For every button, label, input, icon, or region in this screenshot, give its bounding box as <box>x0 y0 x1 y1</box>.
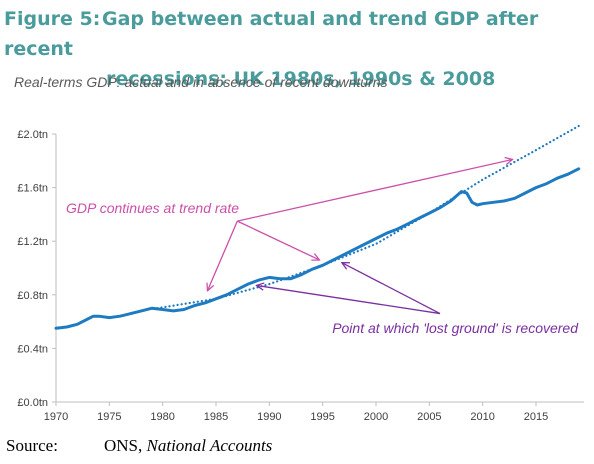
series-layer <box>54 124 581 330</box>
x-tick-label: 1975 <box>97 411 121 423</box>
source-publisher: ONS, <box>104 436 143 455</box>
annotation-arrow <box>237 220 319 260</box>
annotation-arrow <box>207 220 238 291</box>
title-line-1: Gap between actual and trend GDP after r… <box>4 8 539 60</box>
chart-title: Figure 5:Gap between actual and trend GD… <box>4 4 592 94</box>
x-tick-label: 2005 <box>417 411 441 423</box>
annotation-arrow <box>237 159 512 222</box>
x-tick-label: 1970 <box>44 411 68 423</box>
annotation-arrow <box>342 263 441 315</box>
y-tick-label: £2.0tn <box>17 129 48 141</box>
x-tick-label: 1985 <box>204 411 228 423</box>
annotation-arrow <box>257 285 441 315</box>
y-tick-label: £0.0tn <box>17 397 48 409</box>
series-trend-line <box>156 124 580 310</box>
title-line-2: recessions: UK 1980s, 1990s & 2008 <box>106 68 496 90</box>
y-tick-label: £0.4tn <box>17 343 48 355</box>
series-actual-line <box>54 167 581 330</box>
x-tick-label: 2015 <box>524 411 548 423</box>
annotation-label: Point at which 'lost ground' is recovere… <box>332 320 579 336</box>
x-tick-labels: 1970 1975 1980 1985 1990 1995 2000 2005 2010 2015 <box>44 402 548 423</box>
y-tick-labels: £0.0tn £0.4tn £0.8tn £1.2tn £1.6tn £2.0tn <box>17 129 56 409</box>
x-tick-label: 1995 <box>310 411 334 423</box>
annotation-label: GDP continues at trend rate <box>66 200 239 216</box>
y-tick-label: £1.2tn <box>17 236 48 248</box>
x-tick-label: 1980 <box>150 411 174 423</box>
y-tick-label: £0.8tn <box>17 290 48 302</box>
annotations: GDP continues at trend rate Point at whic… <box>66 159 579 336</box>
figure-number: Figure 5: <box>4 8 101 30</box>
source-label: Source: <box>6 436 58 455</box>
y-tick-label: £1.6tn <box>17 183 48 195</box>
x-tick-label: 1990 <box>257 411 281 423</box>
source-publication: National Accounts <box>146 436 273 455</box>
source-note: Source: ONS, National Accounts <box>6 436 272 456</box>
axes <box>55 134 584 403</box>
x-tick-label: 2000 <box>364 411 388 423</box>
x-tick-label: 2010 <box>470 411 494 423</box>
chart-subtitle: Real-terms GDP: actual and in absence of… <box>14 74 388 90</box>
